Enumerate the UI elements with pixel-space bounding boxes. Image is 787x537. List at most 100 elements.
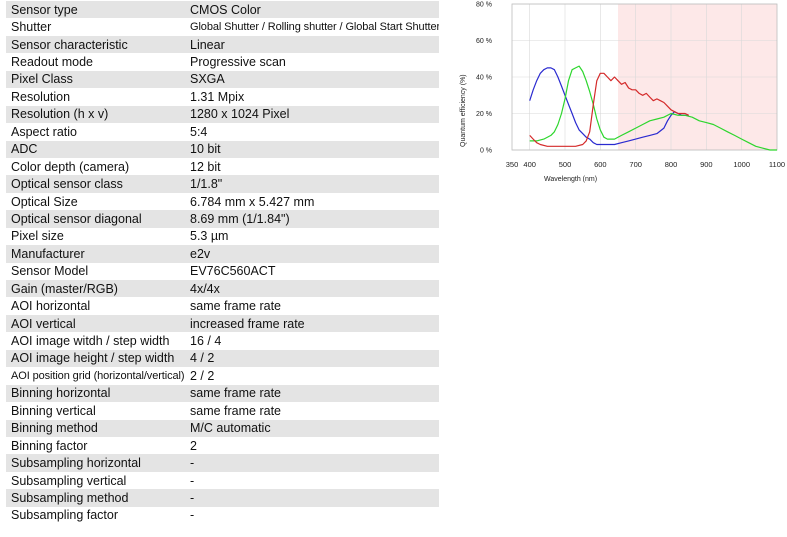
- spec-value: 2: [186, 436, 439, 455]
- spec-row: Sensor characteristic Linear: [6, 35, 439, 54]
- x-axis-label: Wavelength (nm): [544, 176, 597, 183]
- spec-label: Sensor type: [6, 1, 186, 19]
- spec-value: Progressive scan: [186, 53, 439, 71]
- spec-row: Subsampling vertical -: [6, 471, 439, 490]
- spec-label: Resolution: [6, 88, 186, 106]
- series-line-green: [529, 65, 777, 151]
- spec-row: AOI position grid (horizontal/vertical) 2…: [6, 367, 439, 385]
- spec-label: Binning vertical: [6, 402, 186, 420]
- spec-row: Color depth (camera) 12 bit: [6, 157, 439, 176]
- spec-label: Aspect ratio: [6, 123, 186, 141]
- y-tick-label: 80 %: [476, 2, 492, 9]
- spec-label: Pixel size: [6, 227, 186, 246]
- spec-value: same frame rate: [186, 297, 439, 315]
- spec-row: Binning method M/C automatic: [6, 419, 439, 437]
- spec-label: Sensor characteristic: [6, 35, 186, 54]
- spec-row: Optical Size 6.784 mm x 5.427 mm: [6, 192, 439, 211]
- spec-value: -: [186, 471, 439, 490]
- spec-value: same frame rate: [186, 402, 439, 420]
- spec-row: Binning vertical same frame rate: [6, 402, 439, 420]
- y-tick-label: 40 %: [476, 75, 492, 82]
- spec-value: SXGA: [186, 70, 439, 89]
- spec-value: increased frame rate: [186, 314, 439, 333]
- spec-value: 4 / 2: [186, 349, 439, 368]
- spec-value: 5.3 µm: [186, 227, 439, 246]
- spec-row: Subsampling factor -: [6, 506, 439, 525]
- spec-label: Optical sensor diagonal: [6, 210, 186, 228]
- series-line-red: [529, 72, 689, 147]
- spec-label: AOI horizontal: [6, 297, 186, 315]
- sensor-spec-table: Sensor type CMOS Color Shutter Global Shutt…: [6, 1, 439, 525]
- spec-value: M/C automatic: [186, 419, 439, 437]
- spec-row: Readout mode Progressive scan: [6, 53, 439, 71]
- spec-table-body: Sensor type CMOS Color Shutter Global Shutt…: [6, 1, 439, 525]
- spec-value: 12 bit: [186, 157, 439, 176]
- x-tick-label: 500: [559, 160, 572, 169]
- spec-value: 16 / 4: [186, 332, 439, 350]
- spec-label: Color depth (camera): [6, 157, 186, 176]
- spec-value: 8.69 mm (1/1.84"): [186, 210, 439, 228]
- spec-value: Global Shutter / Rolling shutter / Globa…: [186, 18, 439, 36]
- quantum-efficiency-chart: 350 400 500 600 700 800 900 1000 1100 0 % 20 % 40 %…: [455, 0, 787, 190]
- spec-row: Subsampling method -: [6, 489, 439, 507]
- spec-row: AOI image height / step width 4 / 2: [6, 349, 439, 368]
- spec-row: Pixel Class SXGA: [6, 70, 439, 89]
- spec-value: 1/1.8": [186, 175, 439, 193]
- spec-value: EV76C560ACT: [186, 262, 439, 280]
- spec-row: Sensor Model EV76C560ACT: [6, 262, 439, 280]
- spec-row: Resolution (h x v) 1280 x 1024 Pixel: [6, 105, 439, 124]
- spec-label: Shutter: [6, 18, 186, 36]
- spec-label: Resolution (h x v): [6, 105, 186, 124]
- spec-row: Manufacturer e2v: [6, 245, 439, 263]
- x-tick-label: 1000: [733, 160, 750, 169]
- spec-row: Optical sensor diagonal 8.69 mm (1/1.84"): [6, 210, 439, 228]
- spec-label: Sensor Model: [6, 262, 186, 280]
- spec-label: AOI position grid (horizontal/vertical): [6, 367, 186, 385]
- spec-label: Subsampling horizontal: [6, 454, 186, 472]
- x-tick-label: 400: [523, 160, 536, 169]
- x-tick-label: 900: [700, 160, 713, 169]
- spec-value: Linear: [186, 35, 439, 54]
- spec-row: Aspect ratio 5:4: [6, 123, 439, 141]
- spec-row: AOI horizontal same frame rate: [6, 297, 439, 315]
- spec-value: 1280 x 1024 Pixel: [186, 105, 439, 124]
- y-tick-label: 60 %: [476, 38, 492, 45]
- spec-value: 5:4: [186, 123, 439, 141]
- spec-label: AOI vertical: [6, 314, 186, 333]
- chart-svg: 350 400 500 600 700 800 900 1000 1100 0 % 20 % 40 %…: [460, 2, 785, 184]
- spec-label: Manufacturer: [6, 245, 186, 263]
- spec-label: ADC: [6, 140, 186, 158]
- spec-row: Binning factor 2: [6, 436, 439, 455]
- y-tick-label: 20 %: [476, 111, 492, 118]
- spec-label: AOI image witdh / step width: [6, 332, 186, 350]
- spec-row: Resolution 1.31 Mpix: [6, 88, 439, 106]
- x-tick-label: 600: [594, 160, 607, 169]
- spec-label: Subsampling factor: [6, 506, 186, 525]
- x-tick-label: 350: [506, 160, 519, 169]
- spec-label: Binning method: [6, 419, 186, 437]
- spec-row: Gain (master/RGB) 4x/4x: [6, 280, 439, 298]
- spec-value: 10 bit: [186, 140, 439, 158]
- spec-value: same frame rate: [186, 384, 439, 403]
- spec-row: Subsampling horizontal -: [6, 454, 439, 472]
- spec-row: Binning horizontal same frame rate: [6, 384, 439, 403]
- spec-label: Optical Size: [6, 192, 186, 211]
- x-tick-label: 1100: [769, 160, 785, 169]
- spec-label: Pixel Class: [6, 70, 186, 89]
- spec-value: 6.784 mm x 5.427 mm: [186, 192, 439, 211]
- spec-value: -: [186, 489, 439, 507]
- spec-value: e2v: [186, 245, 439, 263]
- spec-row: AOI image witdh / step width 16 / 4: [6, 332, 439, 350]
- spec-value: 1.31 Mpix: [186, 88, 439, 106]
- spec-value: 2 / 2: [186, 367, 439, 385]
- spec-label: AOI image height / step width: [6, 349, 186, 368]
- spec-label: Binning factor: [6, 436, 186, 455]
- spec-label: Optical sensor class: [6, 175, 186, 193]
- plot-frame: [511, 3, 778, 151]
- spec-row: Pixel size 5.3 µm: [6, 227, 439, 246]
- spec-row: ADC 10 bit: [6, 140, 439, 158]
- spec-row: AOI vertical increased frame rate: [6, 314, 439, 333]
- series-line-blue: [529, 67, 689, 146]
- spec-row: Optical sensor class 1/1.8": [6, 175, 439, 193]
- spec-value: CMOS Color: [186, 1, 439, 19]
